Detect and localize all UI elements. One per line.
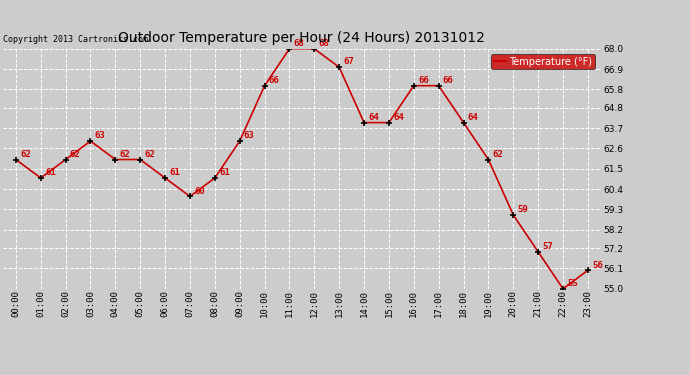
Text: 64: 64 xyxy=(393,113,404,122)
Text: 56: 56 xyxy=(592,261,603,270)
Point xyxy=(159,175,170,181)
Point xyxy=(309,46,320,52)
Text: 68: 68 xyxy=(294,39,304,48)
Text: 55: 55 xyxy=(567,279,578,288)
Point xyxy=(209,175,220,181)
Point xyxy=(284,46,295,52)
Text: 61: 61 xyxy=(169,168,180,177)
Point xyxy=(384,120,395,126)
Point xyxy=(508,212,519,218)
Point xyxy=(408,82,420,88)
Text: 61: 61 xyxy=(45,168,56,177)
Point xyxy=(135,156,146,162)
Point xyxy=(35,175,46,181)
Point xyxy=(334,64,345,70)
Text: 62: 62 xyxy=(70,150,81,159)
Point xyxy=(533,249,544,255)
Text: 60: 60 xyxy=(194,187,205,196)
Text: Copyright 2013 Cartronics.com: Copyright 2013 Cartronics.com xyxy=(3,35,148,44)
Text: 68: 68 xyxy=(319,39,329,48)
Point xyxy=(60,156,71,162)
Text: 57: 57 xyxy=(542,242,553,251)
Text: 63: 63 xyxy=(244,131,255,140)
Point xyxy=(234,138,245,144)
Text: 62: 62 xyxy=(144,150,155,159)
Text: 61: 61 xyxy=(219,168,230,177)
Point xyxy=(433,82,444,88)
Text: 67: 67 xyxy=(344,57,354,66)
Text: 62: 62 xyxy=(20,150,31,159)
Point xyxy=(558,286,569,292)
Point xyxy=(184,194,195,200)
Text: 66: 66 xyxy=(443,76,453,85)
Text: 66: 66 xyxy=(418,76,428,85)
Text: 59: 59 xyxy=(518,205,528,214)
Point xyxy=(110,156,121,162)
Point xyxy=(359,120,370,126)
Title: Outdoor Temperature per Hour (24 Hours) 20131012: Outdoor Temperature per Hour (24 Hours) … xyxy=(119,31,485,45)
Text: 63: 63 xyxy=(95,131,106,140)
Point xyxy=(458,120,469,126)
Point xyxy=(582,267,593,273)
Text: 64: 64 xyxy=(368,113,379,122)
Text: 62: 62 xyxy=(119,150,130,159)
Text: 64: 64 xyxy=(468,113,478,122)
Point xyxy=(85,138,96,144)
Text: 66: 66 xyxy=(268,76,279,85)
Text: 62: 62 xyxy=(493,150,503,159)
Point xyxy=(10,156,21,162)
Point xyxy=(259,82,270,88)
Legend: Temperature (°F): Temperature (°F) xyxy=(491,54,595,69)
Point xyxy=(483,156,494,162)
